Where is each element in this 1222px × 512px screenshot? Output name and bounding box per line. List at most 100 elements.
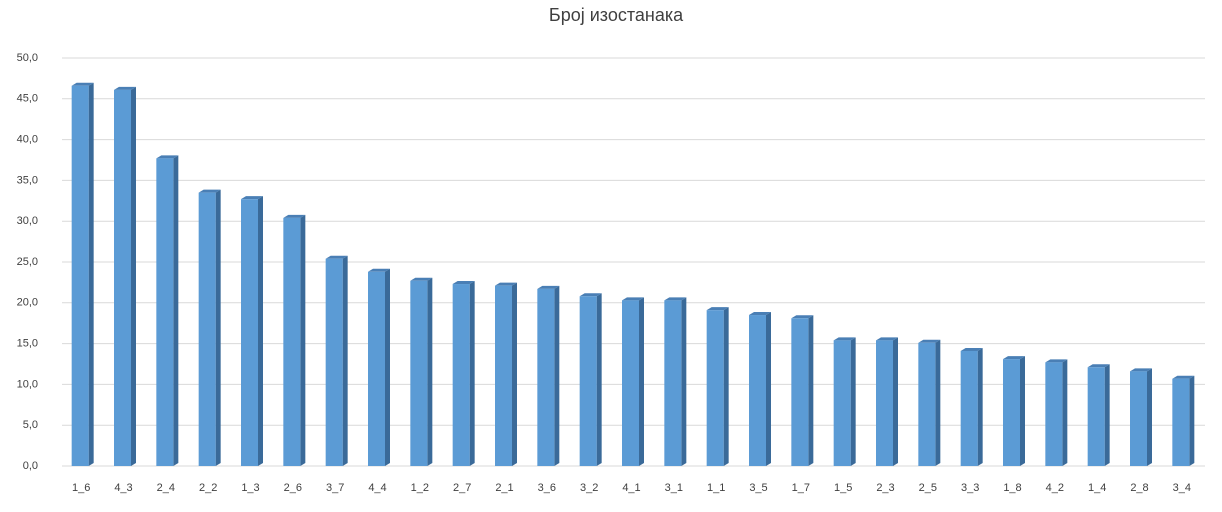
- bar: [706, 310, 724, 466]
- bar: [71, 85, 89, 466]
- bar-top: [495, 282, 517, 286]
- bar-top: [622, 297, 644, 301]
- y-tick-label: 50,0: [17, 52, 38, 64]
- bar: [960, 350, 978, 466]
- bar-side: [300, 214, 306, 466]
- bar-side: [1062, 359, 1068, 466]
- x-tick-label: 3_7: [326, 482, 344, 494]
- bar-top: [1087, 364, 1110, 368]
- bar-top: [283, 214, 306, 218]
- bar-side: [173, 155, 179, 467]
- chart-title: Број изостанака: [549, 5, 684, 25]
- bar: [368, 271, 385, 466]
- bar: [622, 300, 639, 466]
- bar-top: [664, 297, 687, 301]
- y-tick-label: 0,0: [23, 460, 38, 472]
- bar-side: [893, 337, 898, 466]
- x-tick-label: 2_5: [919, 482, 937, 494]
- bar-side: [766, 312, 771, 466]
- x-tick-label: 2_1: [495, 482, 513, 494]
- x-tick-label: 1_7: [792, 482, 810, 494]
- bar-side: [342, 255, 348, 466]
- y-tick-label: 40,0: [17, 134, 38, 146]
- x-tick-label: 4_3: [114, 482, 132, 494]
- bar-side: [88, 82, 94, 466]
- bar: [791, 318, 809, 466]
- bar-top: [114, 86, 136, 90]
- x-tick-label: 3_1: [665, 482, 683, 494]
- bar-top: [1172, 375, 1195, 379]
- bar-side: [681, 297, 687, 466]
- x-tick-label: 3_2: [580, 482, 598, 494]
- x-tick-label: 3_4: [1173, 482, 1191, 494]
- bar-side: [977, 347, 983, 466]
- x-tick-label: 4_1: [622, 482, 640, 494]
- bar-side: [723, 307, 729, 466]
- x-tick-label: 2_3: [876, 482, 894, 494]
- bar: [1130, 371, 1147, 466]
- y-tick-label: 10,0: [17, 378, 38, 390]
- bar: [156, 158, 174, 467]
- x-tick-label: 3_6: [538, 482, 556, 494]
- bar-side: [469, 281, 475, 466]
- bar-top: [1130, 368, 1152, 372]
- bar-side: [131, 86, 136, 466]
- bar: [833, 340, 851, 466]
- bar-side: [385, 268, 390, 466]
- bar-side: [850, 337, 856, 466]
- y-tick-label: 30,0: [17, 215, 38, 227]
- bar-top: [368, 268, 390, 272]
- x-tick-label: 1_6: [72, 482, 90, 494]
- bar-top: [960, 347, 983, 351]
- bar: [241, 199, 258, 466]
- bar-side: [258, 196, 263, 466]
- bar-side: [1104, 364, 1110, 466]
- x-tick-label: 2_6: [284, 482, 302, 494]
- bar-top: [156, 155, 179, 159]
- bar-top: [198, 189, 221, 193]
- bar-top: [1045, 359, 1068, 363]
- bar-side: [512, 282, 517, 466]
- bar: [452, 284, 470, 466]
- bar-side: [427, 277, 433, 466]
- bar: [664, 300, 682, 466]
- bar-top: [537, 285, 560, 289]
- x-tick-label: 2_7: [453, 482, 471, 494]
- bar: [1045, 362, 1063, 466]
- bar-top: [241, 196, 263, 200]
- x-tick-label: 2_8: [1130, 482, 1148, 494]
- x-tick-label: 1_3: [241, 482, 259, 494]
- y-tick-label: 45,0: [17, 93, 38, 105]
- bar: [749, 315, 766, 466]
- bar-top: [833, 337, 856, 341]
- bar-top: [791, 315, 814, 319]
- x-tick-label: 1_8: [1003, 482, 1021, 494]
- bar-side: [1189, 375, 1195, 466]
- bar: [1172, 378, 1190, 466]
- bar-top: [1003, 356, 1025, 360]
- bar: [198, 192, 216, 466]
- bar-top: [876, 337, 898, 341]
- x-tick-label: 3_3: [961, 482, 979, 494]
- x-tick-label: 1_5: [834, 482, 852, 494]
- bar-top: [706, 307, 729, 311]
- y-tick-label: 5,0: [23, 419, 38, 431]
- bar-top: [579, 293, 602, 297]
- bar-side: [215, 189, 221, 466]
- bar: [114, 89, 131, 466]
- y-tick-label: 35,0: [17, 174, 38, 186]
- bar: [495, 285, 512, 466]
- bar: [579, 296, 597, 466]
- bar: [876, 340, 893, 466]
- bar-top: [452, 281, 475, 285]
- x-tick-label: 2_4: [157, 482, 175, 494]
- x-tick-label: 1_1: [707, 482, 725, 494]
- x-tick-label: 1_4: [1088, 482, 1106, 494]
- bar-side: [1147, 368, 1152, 466]
- bar-top: [71, 82, 94, 86]
- x-tick-label: 1_2: [411, 482, 429, 494]
- bar: [537, 288, 555, 466]
- y-tick-label: 25,0: [17, 256, 38, 268]
- bar: [918, 342, 936, 466]
- bar-side: [554, 285, 560, 466]
